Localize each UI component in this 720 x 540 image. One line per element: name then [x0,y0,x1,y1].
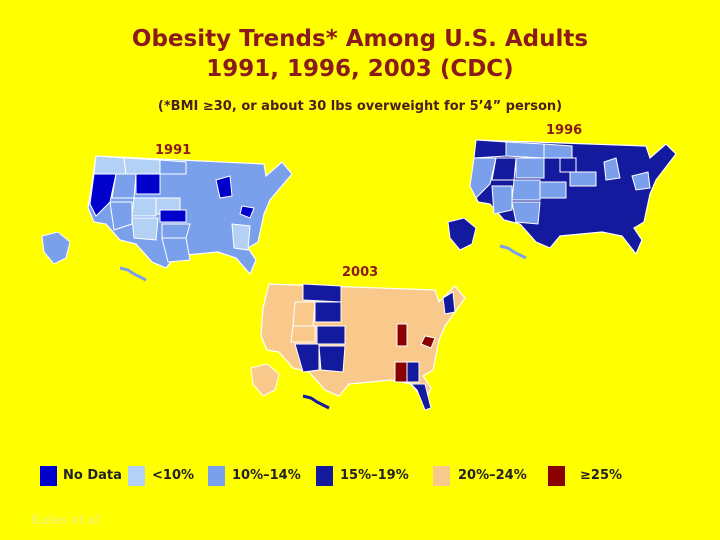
legend-swatch-20-24 [433,466,450,486]
legend-label-under-10: <10% [152,468,195,483]
legend-swatch-under-10 [128,466,145,486]
title-line-2: 1991, 1996, 2003 (CDC) [206,56,514,82]
title-line-1: Obesity Trends* Among U.S. Adults [131,26,589,52]
subtitle: (*BMI ≥30, or about 30 lbs overweight fo… [157,99,563,114]
us-map-2003 [250,283,466,411]
map-1996-label: 1996 [546,123,583,138]
legend-swatch-10-14 [208,466,225,486]
page-title: Obesity Trends* Among U.S. Adults 1991, … [0,24,720,84]
legend-swatch-25-plus [548,466,565,486]
legend-label-20-24: 20%–24% [458,468,527,483]
legend-swatch-15-19 [316,466,333,486]
legend-label-10-14: 10%–14% [232,468,301,483]
legend-swatch-no-data [40,466,57,486]
map-2003-label: 2003 [342,265,379,280]
credit-text: Kales et al [31,513,101,528]
legend-label-no-data: No Data [63,468,122,483]
map-1991-label: 1991 [155,143,192,158]
us-map-1991 [41,155,293,282]
us-map-1996 [447,139,677,260]
legend-label-25-plus: ≥25% [580,468,623,483]
legend-label-15-19: 15%–19% [340,468,409,483]
legend: No Data <10% 10%–14% 15%–19% 20%–24% ≥25… [0,466,720,488]
